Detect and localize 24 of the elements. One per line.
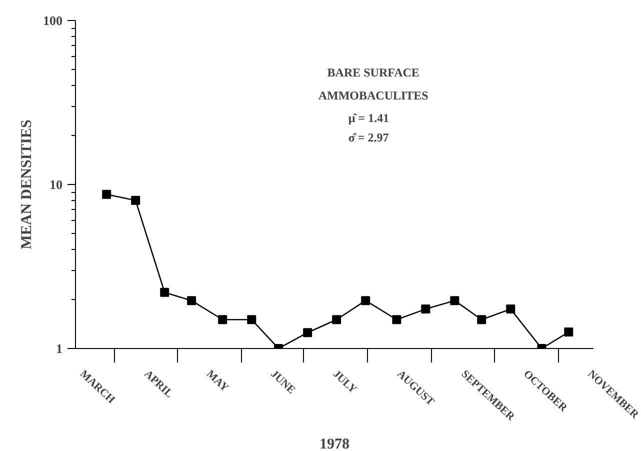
y-tick-label: 10 — [50, 177, 62, 192]
point — [450, 296, 460, 306]
point — [477, 315, 486, 324]
point — [102, 190, 112, 199]
y-axis-title: MEAN DENSITIES — [19, 120, 35, 250]
point — [303, 328, 312, 338]
x-axis-title: 1978 — [320, 436, 350, 451]
point — [564, 328, 574, 337]
point — [332, 315, 342, 324]
annotation: μ̂ = 1.41 — [348, 111, 389, 126]
point — [361, 296, 370, 306]
y-tick-label: 1 — [56, 341, 62, 356]
point — [506, 304, 516, 314]
point — [131, 196, 140, 205]
point — [160, 288, 170, 297]
point — [421, 304, 430, 314]
point — [187, 296, 196, 306]
annotation: σ̂ = 2.97 — [348, 130, 389, 145]
point — [392, 315, 402, 324]
point — [247, 315, 256, 324]
annotation: BARE SURFACE — [327, 65, 420, 80]
y-tick-label: 100 — [43, 13, 62, 28]
annotation: AMMOBACULITES — [318, 88, 429, 103]
point — [218, 315, 228, 324]
